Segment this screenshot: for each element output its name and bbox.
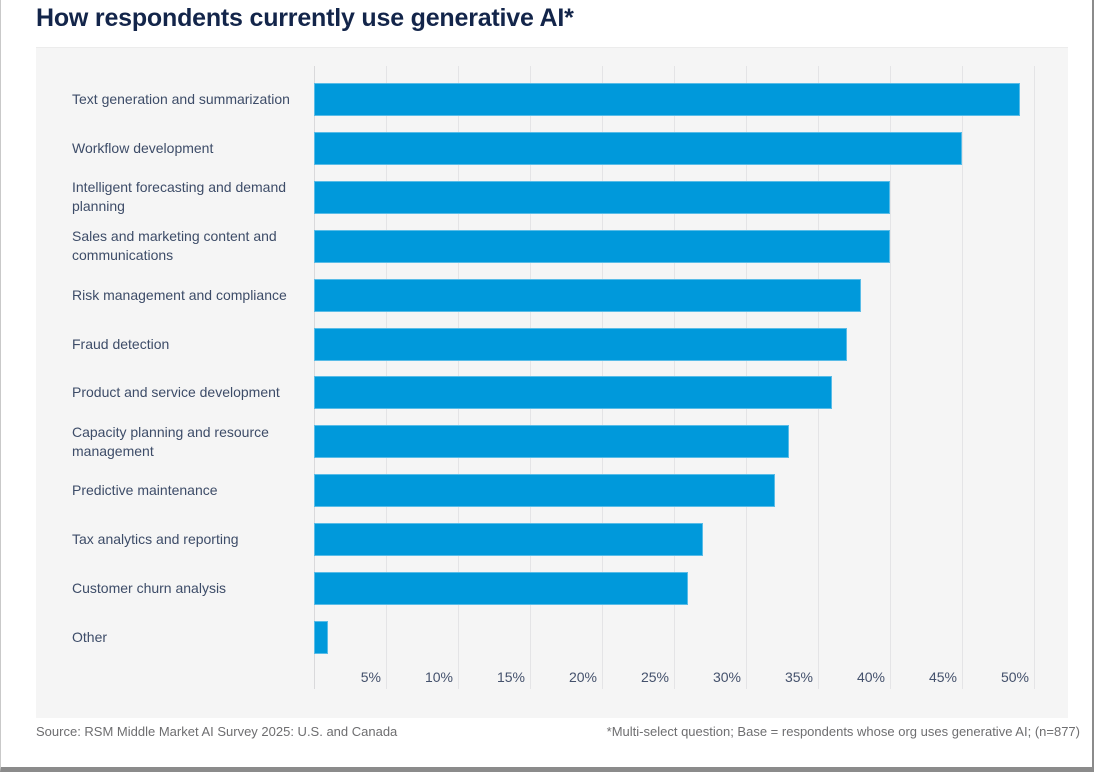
chart-panel: Text generation and summarization Workflo… bbox=[36, 47, 1068, 718]
x-axis-tick-label: 35% bbox=[784, 669, 813, 685]
bar bbox=[314, 131, 962, 165]
x-axis-tick-label: 15% bbox=[496, 669, 525, 685]
bar bbox=[314, 278, 862, 312]
bar bbox=[314, 83, 1020, 116]
page-title: How respondents currently use generative… bbox=[36, 4, 574, 32]
x-axis-tick-label: 50% bbox=[1000, 669, 1029, 685]
category-label: Product and service development bbox=[72, 384, 280, 401]
x-axis-tick-label: 45% bbox=[928, 669, 957, 685]
gridline bbox=[962, 66, 963, 689]
bar bbox=[314, 620, 329, 654]
category-label: Fraud detection bbox=[72, 335, 170, 352]
bar bbox=[314, 572, 689, 605]
x-axis-tick-label: 25% bbox=[640, 669, 669, 685]
category-label: Other bbox=[72, 628, 108, 645]
bar bbox=[314, 327, 847, 361]
x-axis-tick-label: 5% bbox=[360, 669, 381, 685]
x-axis-tick-label: 30% bbox=[712, 669, 741, 685]
category-label: Risk management and compliance bbox=[72, 286, 287, 303]
category-label: Customer churn analysis bbox=[72, 580, 227, 596]
gridline bbox=[890, 66, 891, 689]
x-axis-tick-label: 40% bbox=[856, 669, 885, 685]
source-note: Source: RSM Middle Market AI Survey 2025… bbox=[36, 724, 398, 739]
category-label: Sales and marketing content and communic… bbox=[72, 228, 277, 264]
chart-footer: Source: RSM Middle Market AI Survey 2025… bbox=[36, 724, 1080, 739]
category-label: Workflow development bbox=[72, 139, 214, 156]
category-label: Capacity planning and resource managemen… bbox=[72, 423, 269, 459]
bar bbox=[314, 425, 790, 459]
category-label: Tax analytics and reporting bbox=[72, 531, 239, 548]
x-axis-tick-label: 20% bbox=[568, 669, 597, 685]
bar bbox=[314, 474, 775, 508]
category-label: Predictive maintenance bbox=[72, 482, 218, 499]
bar bbox=[314, 376, 833, 410]
gridline bbox=[1034, 66, 1035, 689]
footnote: *Multi-select question; Base = responden… bbox=[606, 724, 1080, 739]
bar bbox=[314, 180, 890, 214]
x-axis-tick-label: 10% bbox=[424, 669, 453, 685]
bar bbox=[314, 229, 890, 263]
bar bbox=[314, 523, 703, 557]
category-label: Text generation and summarization bbox=[72, 91, 290, 107]
category-label: Intelligent forecasting and demand plann… bbox=[72, 179, 287, 215]
